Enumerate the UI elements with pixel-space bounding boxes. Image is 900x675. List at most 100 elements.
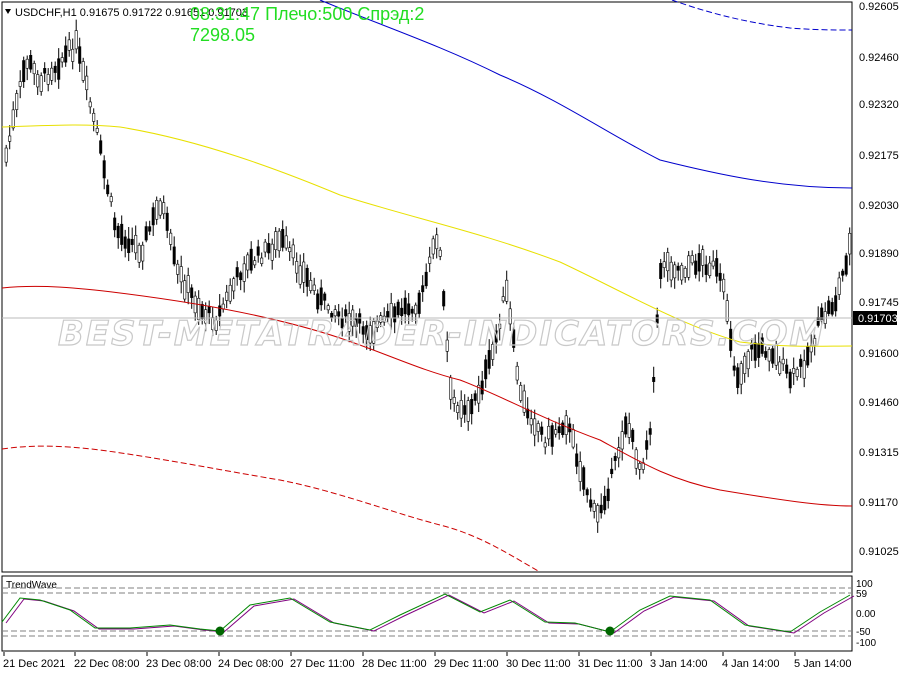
candle-body — [687, 255, 691, 278]
candle-body — [673, 264, 677, 279]
candle-body — [603, 495, 607, 511]
indicator-level-minus50: -50 — [856, 627, 871, 638]
candle-body — [260, 257, 264, 264]
candle-body — [295, 261, 299, 274]
trendwave-signal-line — [5, 594, 855, 634]
candle-body — [795, 368, 799, 377]
candle-body — [155, 200, 159, 220]
candle-body — [753, 342, 757, 361]
price-tick: 0.91460 — [859, 397, 899, 409]
candle-body — [246, 254, 250, 271]
candle-body — [417, 292, 421, 314]
candle-body — [837, 277, 841, 295]
candle-body — [375, 320, 379, 328]
candle-body — [134, 235, 138, 254]
candle-body — [249, 248, 253, 271]
time-axis[interactable]: 21 Dec 2021 22 Dec 08:00 23 Dec 08:00 24… — [3, 652, 852, 670]
time-tick: 30 Dec 11:00 — [506, 658, 571, 670]
candle-body — [739, 363, 743, 385]
candle-body — [442, 291, 446, 307]
candle-body — [466, 400, 470, 422]
time-tick: 31 Dec 11:00 — [578, 658, 643, 670]
candle-body — [400, 307, 404, 316]
candle-body — [624, 416, 628, 435]
candle-body — [711, 260, 715, 267]
candle-body — [487, 350, 491, 369]
price-tick: 0.91315 — [859, 447, 899, 459]
upper-band-line — [319, 0, 853, 189]
candle-body — [732, 365, 736, 371]
price-tick: 0.92030 — [859, 200, 899, 212]
price-tick: 0.91600 — [859, 348, 899, 360]
candle-body — [799, 358, 803, 367]
candle-body — [309, 280, 313, 291]
candle-body — [190, 287, 194, 298]
time-tick: 27 Dec 11:00 — [290, 658, 355, 670]
indicator-level-100: 100 — [856, 579, 873, 590]
candle-body — [585, 489, 589, 496]
candle-body — [169, 232, 173, 245]
candle-body — [277, 230, 281, 252]
candle-body — [326, 305, 330, 311]
candle-body — [778, 361, 782, 375]
candle-body — [575, 453, 579, 467]
symbol-menu-triangle-icon[interactable] — [5, 9, 11, 14]
main-chart-frame[interactable] — [1, 1, 853, 573]
candle-body — [127, 238, 131, 254]
candle-body — [599, 504, 603, 514]
time-tick: 28 Dec 11:00 — [362, 658, 427, 670]
price-candles — [4, 19, 852, 533]
candle-body — [228, 284, 232, 302]
candle-body — [540, 426, 544, 435]
indicator-level-59: 59 — [856, 589, 868, 600]
candle-body — [32, 63, 36, 75]
candle-body — [841, 270, 845, 276]
candle-body — [697, 253, 701, 272]
candle-body — [736, 367, 740, 388]
candle-body — [785, 364, 789, 374]
candle-body — [74, 30, 78, 50]
candle-body — [582, 467, 586, 490]
candle-body — [316, 293, 320, 310]
candle-body — [179, 266, 183, 283]
candle-body — [666, 252, 670, 272]
candle-body — [137, 244, 141, 263]
time-tick: 22 Dec 08:00 — [74, 658, 139, 670]
price-axis[interactable]: 0.92605 0.92460 0.92320 0.92175 0.92030 … — [859, 1, 899, 558]
candle-body — [263, 241, 267, 253]
candle-body — [669, 261, 673, 281]
price-tick: 0.92605 — [859, 1, 899, 13]
trendwave-main-line — [1, 593, 851, 633]
candle-body — [480, 380, 484, 395]
hud-line-1: 08:31:47 Плечо:500 Спрэд:2 — [190, 4, 424, 24]
candle-body — [676, 265, 680, 271]
price-tick: 0.92175 — [859, 150, 899, 162]
candle-body — [99, 140, 103, 154]
price-tick: 0.92460 — [859, 52, 899, 64]
candle-body — [232, 278, 236, 292]
candle-body — [60, 57, 64, 63]
candle-body — [29, 55, 33, 70]
candle-body — [638, 463, 642, 470]
wave-cross-marker — [605, 626, 615, 636]
indicator-level-lines — [2, 587, 852, 637]
candle-body — [305, 267, 309, 287]
price-tick: 0.91890 — [859, 248, 899, 260]
indicator-window-frame[interactable] — [1, 575, 853, 652]
candle-body — [456, 405, 460, 413]
candle-body — [725, 300, 729, 322]
candle-body — [235, 267, 239, 278]
candle-body — [242, 263, 246, 282]
candle-body — [382, 315, 386, 323]
candle-body — [561, 422, 565, 435]
price-tick: 0.92320 — [859, 99, 899, 111]
candle-body — [225, 291, 229, 301]
candle-body — [613, 456, 617, 461]
current-price-badge — [853, 311, 897, 325]
current-price-label: 0.91703 — [858, 313, 898, 325]
candle-body — [788, 371, 792, 389]
candle-body — [435, 234, 439, 250]
candle-body — [491, 344, 495, 360]
candle-body — [550, 425, 554, 447]
